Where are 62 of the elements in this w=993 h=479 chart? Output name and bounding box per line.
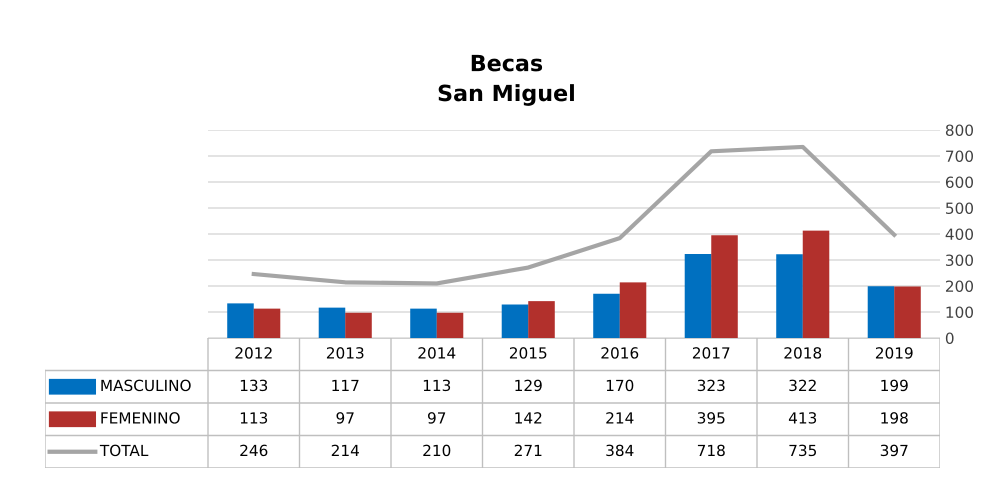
bar [227,303,254,338]
legend-label: TOTAL [100,444,148,456]
x-tick-label: 2018 [784,347,822,359]
data-label: 735 [789,444,816,456]
chart-title: Becas San Miguel [438,54,574,106]
y-tick-label: 700 [946,150,974,162]
data-label: 129 [515,380,542,392]
data-label: 395 [698,412,724,424]
legend-label: MASCULINO [101,380,191,392]
bar [502,304,528,338]
data-label: 97 [336,412,354,424]
data-label: 133 [240,380,268,392]
line-series [252,144,896,286]
data-label: 214 [606,412,634,424]
data-label: 199 [881,380,908,392]
data-label: 384 [606,444,634,456]
x-tick-label: 2019 [876,347,913,359]
bar [894,286,921,338]
data-label: 322 [789,380,816,392]
bar [593,294,620,338]
x-tick-label: 2015 [510,347,546,359]
bar [620,282,646,338]
bar [802,230,830,338]
data-label: 246 [240,444,268,456]
y-tick-label: 200 [946,280,974,292]
legend-label: FEMENINO [101,412,180,424]
x-tick-label: 2017 [692,347,730,359]
data-label: 271 [514,444,542,456]
y-tick-label: 800 [946,124,974,136]
bar [318,308,346,338]
data-label: 170 [606,380,634,392]
data-label: 323 [698,380,725,392]
data-label: 142 [515,412,542,424]
data-label: 117 [332,380,359,391]
bar [528,301,555,338]
data-label: 198 [881,412,908,424]
bar [868,286,894,338]
x-tick-label: 2014 [418,347,456,359]
bar [711,235,738,338]
data-label: 397 [880,444,908,456]
bar [684,254,712,338]
y-tick-label: 500 [946,202,974,214]
data-label: 413 [788,412,816,424]
y-tick-label: 300 [946,254,974,266]
data-label: 718 [698,444,725,456]
bar [254,308,280,338]
bar [776,254,803,338]
y-tick-label: 600 [946,176,974,188]
bar [436,312,464,338]
y-tick-label: 0 [946,332,954,344]
data-label: 97 [428,412,446,424]
data-label: 113 [240,412,268,424]
x-tick-label: 2012 [235,347,272,359]
x-tick-label: 2013 [326,347,364,359]
y-tick-label: 400 [946,228,974,240]
data-label: 210 [423,444,450,456]
data-label: 113 [424,380,450,392]
bar [345,312,372,338]
y-tick-label: 100 [946,306,974,318]
data-label: 214 [332,444,359,456]
x-tick-label: 2016 [601,347,638,359]
bar [410,308,437,338]
